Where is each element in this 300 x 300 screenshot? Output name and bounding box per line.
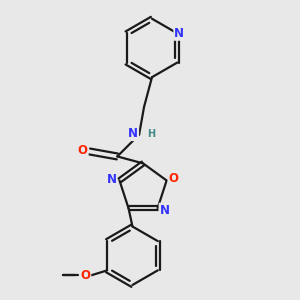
Text: N: N — [174, 27, 184, 40]
Text: O: O — [80, 269, 90, 282]
Text: O: O — [169, 172, 178, 185]
Text: N: N — [160, 204, 170, 217]
Text: N: N — [128, 127, 138, 140]
Text: H: H — [147, 129, 155, 139]
Text: O: O — [78, 144, 88, 157]
Text: N: N — [106, 173, 117, 186]
